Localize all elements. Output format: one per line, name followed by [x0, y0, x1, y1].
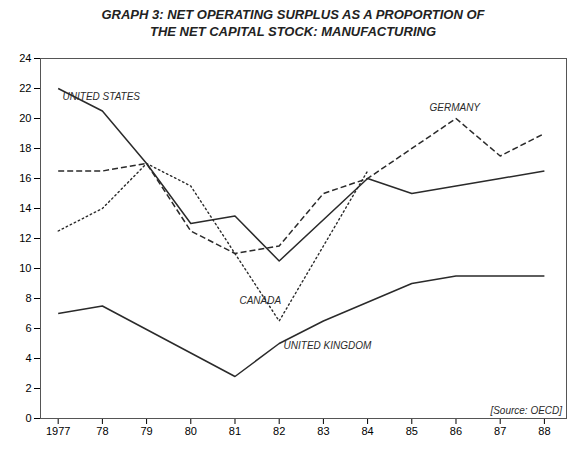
svg-text:79: 79: [140, 425, 152, 437]
svg-text:81: 81: [229, 425, 241, 437]
svg-text:1977: 1977: [46, 425, 70, 437]
svg-text:8: 8: [25, 292, 31, 304]
svg-text:14: 14: [19, 202, 31, 214]
svg-text:CANADA: CANADA: [239, 295, 281, 306]
svg-text:UNITED KINGDOM: UNITED KINGDOM: [284, 340, 372, 351]
html-text:GRAPH 3: NET OPERATING SURPLUS: GRAPH 3: NET OPERATING SURPLUS AS A PROP…: [101, 7, 485, 22]
svg-text:GERMANY: GERMANY: [429, 102, 481, 113]
svg-text:22: 22: [19, 82, 31, 94]
svg-text:[Source: OECD]: [Source: OECD]: [489, 405, 562, 416]
svg-text:84: 84: [361, 425, 373, 437]
svg-text:10: 10: [19, 262, 31, 274]
svg-text:UNITED STATES: UNITED STATES: [63, 91, 141, 102]
html-text:THE NET CAPITAL STOCK: MANUFAC: THE NET CAPITAL STOCK: MANUFACTURING: [150, 24, 436, 39]
svg-text:16: 16: [19, 172, 31, 184]
svg-text:18: 18: [19, 142, 31, 154]
svg-text:4: 4: [25, 352, 31, 364]
svg-text:86: 86: [450, 425, 462, 437]
svg-text:12: 12: [19, 232, 31, 244]
svg-text:6: 6: [25, 322, 31, 334]
svg-text:78: 78: [96, 425, 108, 437]
svg-text:20: 20: [19, 112, 31, 124]
svg-text:24: 24: [19, 52, 31, 64]
svg-text:80: 80: [185, 425, 197, 437]
svg-text:2: 2: [25, 382, 31, 394]
svg-text:83: 83: [317, 425, 329, 437]
svg-text:88: 88: [538, 425, 550, 437]
svg-text:87: 87: [494, 425, 506, 437]
svg-text:85: 85: [406, 425, 418, 437]
svg-text:82: 82: [273, 425, 285, 437]
svg-text:0: 0: [25, 412, 31, 424]
